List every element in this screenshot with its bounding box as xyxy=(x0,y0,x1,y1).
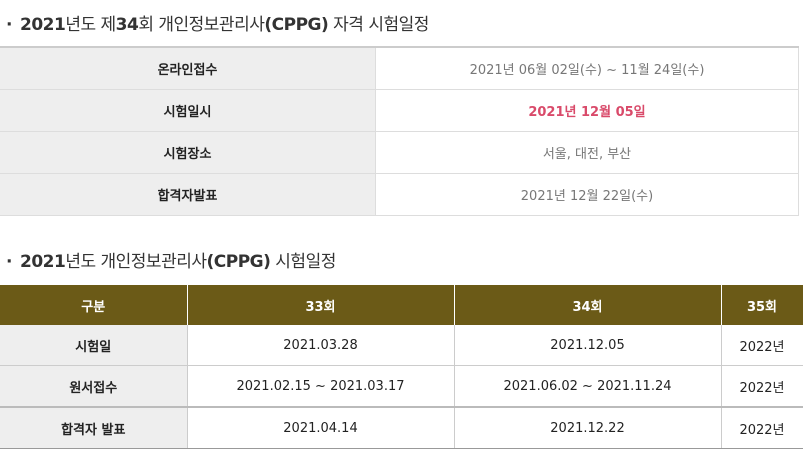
title-round: 34 xyxy=(115,15,139,35)
result-announce-value: 2021년 12월 22일(수) xyxy=(375,173,799,216)
row-label-result: 합격자 발표 xyxy=(0,406,188,449)
table-row: 시험일시 2021년 12월 05일 xyxy=(0,89,799,132)
exam-info-table: 온라인접수 2021년 06월 02일(수) ~ 11월 24일(수) 시험일시… xyxy=(0,46,799,216)
title-year: 2021 xyxy=(20,252,66,272)
annual-schedule-title: · 2021년도 개인정보관리사(CPPG) 시험일정 xyxy=(6,247,336,272)
title-text: 시험일정 xyxy=(270,252,336,272)
header-round-33: 33회 xyxy=(187,285,455,325)
cell-34-application: 2021.06.02 ~ 2021.11.24 xyxy=(454,365,722,408)
cell-35-exam-date: 2022년 xyxy=(721,325,803,366)
title-code: (CPPG) xyxy=(264,15,329,35)
online-apply-label: 온라인접수 xyxy=(0,46,376,90)
cell-34-result: 2021.12.22 xyxy=(454,406,722,449)
cell-33-result: 2021.04.14 xyxy=(187,406,455,449)
table-row: 합격자 발표 2021.04.14 2021.12.22 2022년 xyxy=(0,406,803,449)
cell-33-exam-date: 2021.03.28 xyxy=(187,325,455,366)
header-round-34: 34회 xyxy=(454,285,722,325)
table-header-row: 구분 33회 34회 35회 xyxy=(0,285,803,325)
exam-date-label: 시험일시 xyxy=(0,89,376,132)
result-announce-label: 합격자발표 xyxy=(0,173,376,216)
title-text: 년도 개인정보관리사 xyxy=(65,252,207,272)
header-category: 구분 xyxy=(0,285,188,325)
title-code: (CPPG) xyxy=(206,252,271,272)
exam-date-value: 2021년 12월 05일 xyxy=(375,89,799,132)
exam-location-value: 서울, 대전, 부산 xyxy=(375,131,799,174)
title-bullet: · xyxy=(6,252,12,272)
table-row: 시험장소 서울, 대전, 부산 xyxy=(0,131,799,174)
table-row: 시험일 2021.03.28 2021.12.05 2022년 xyxy=(0,325,803,366)
title-year: 2021 xyxy=(20,15,66,35)
cell-34-exam-date: 2021.12.05 xyxy=(454,325,722,366)
exam-location-label: 시험장소 xyxy=(0,131,376,174)
title-text: 년도 제 xyxy=(65,15,116,35)
table-row: 합격자발표 2021년 12월 22일(수) xyxy=(0,173,799,216)
row-label-application: 원서접수 xyxy=(0,365,188,408)
annual-schedule-table: 구분 33회 34회 35회 시험일 2021.03.28 2021.12.05… xyxy=(0,285,803,449)
cell-35-result: 2022년 xyxy=(721,406,803,449)
title-text: 자격 시험일정 xyxy=(328,15,429,35)
table-row: 온라인접수 2021년 06월 02일(수) ~ 11월 24일(수) xyxy=(0,46,799,90)
header-round-35: 35회 xyxy=(721,285,803,325)
cell-33-application: 2021.02.15 ~ 2021.03.17 xyxy=(187,365,455,408)
cell-35-application: 2022년 xyxy=(721,365,803,408)
online-apply-value: 2021년 06월 02일(수) ~ 11월 24일(수) xyxy=(375,46,799,90)
row-label-exam-date: 시험일 xyxy=(0,325,188,366)
table-row: 원서접수 2021.02.15 ~ 2021.03.17 2021.06.02 … xyxy=(0,365,803,408)
exam-schedule-title: · 2021년도 제34회 개인정보관리사(CPPG) 자격 시험일정 xyxy=(6,10,429,35)
title-bullet: · xyxy=(6,15,12,35)
title-text: 회 개인정보관리사 xyxy=(138,15,265,35)
